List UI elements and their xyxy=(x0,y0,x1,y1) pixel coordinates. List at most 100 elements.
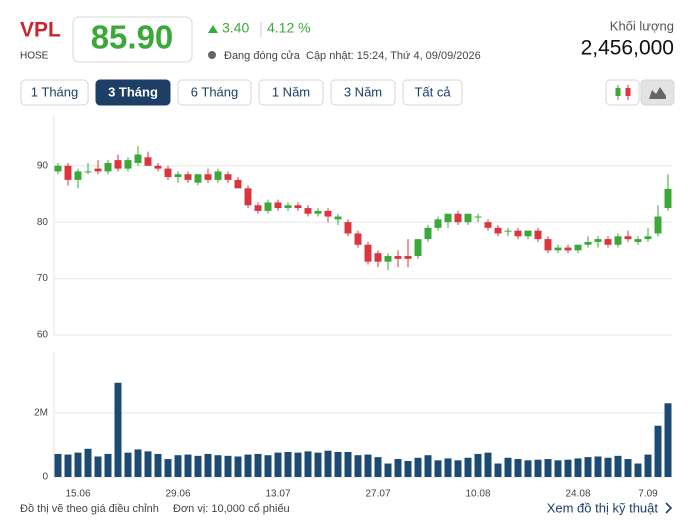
x-tick-label: 13.07 xyxy=(265,489,290,500)
candle-body xyxy=(224,174,232,180)
volume-bar xyxy=(94,456,102,477)
status: Đang đóng cửa xyxy=(224,50,301,62)
volume-bar xyxy=(664,403,672,477)
candle-body xyxy=(54,165,62,172)
volume-bar xyxy=(644,454,652,477)
candle-body xyxy=(184,174,192,180)
volume-bar xyxy=(304,451,312,477)
candle-body xyxy=(664,188,672,209)
plot: 60 70 80 90 0 2M 15.06 29.06 13.07 27.07 10.08 24.0… xyxy=(34,115,672,500)
volume-bar xyxy=(504,457,512,477)
volume-bar xyxy=(344,452,352,477)
candle-body xyxy=(444,213,452,223)
volume-bar xyxy=(594,456,602,477)
volume-bar xyxy=(134,449,142,477)
candle-body xyxy=(144,157,152,166)
candle-body xyxy=(564,247,572,251)
candle-body xyxy=(254,205,262,211)
range-buttons: 1 Tháng 3 Tháng 6 Tháng 1 Năm 3 Năm Tất cả xyxy=(20,79,463,106)
candle-body xyxy=(124,160,132,169)
candle-body xyxy=(244,188,252,206)
range-button[interactable] xyxy=(95,79,171,106)
candle-body xyxy=(454,213,462,223)
volume-bar xyxy=(444,458,452,477)
volume-bar xyxy=(124,452,132,477)
candle-body xyxy=(594,239,602,242)
up-arrow xyxy=(208,25,218,33)
y-tick-label: 60 xyxy=(37,330,49,341)
range-label[interactable]: 6 Tháng xyxy=(191,84,238,99)
x-tick-label: 24.08 xyxy=(565,489,590,500)
volume-bar xyxy=(554,460,562,477)
volume-bar xyxy=(204,453,212,477)
tech-chart-link[interactable]: Xem đồ thị kỹ thuật xyxy=(547,500,659,515)
volume-bar xyxy=(154,453,162,477)
candle-body xyxy=(134,154,142,163)
volume-bar xyxy=(244,454,252,477)
volume-bar xyxy=(274,452,282,477)
volume-bar xyxy=(654,425,662,477)
candle-body xyxy=(194,174,202,183)
range-label[interactable]: 3 Tháng xyxy=(108,84,158,99)
volume-bar xyxy=(194,455,202,477)
candle-body xyxy=(614,236,622,245)
candle-body xyxy=(574,244,582,251)
candle-body xyxy=(544,239,552,251)
range-button[interactable] xyxy=(258,79,324,106)
range-button[interactable] xyxy=(177,79,252,106)
volume-bar xyxy=(604,457,612,477)
range-button[interactable] xyxy=(402,79,463,106)
volume-bar xyxy=(564,459,572,477)
volume-bar xyxy=(334,452,342,477)
volume-bar xyxy=(314,452,322,477)
candle-toggle[interactable] xyxy=(605,79,640,106)
volume-bar xyxy=(394,459,402,477)
volume-label: Khối lượng xyxy=(610,18,674,33)
range-label[interactable]: Tất cả xyxy=(414,84,451,99)
range-label[interactable]: 1 Năm xyxy=(272,84,310,99)
range-label[interactable]: 1 Tháng xyxy=(31,84,78,99)
candle-body xyxy=(584,241,592,245)
candle-body xyxy=(504,230,512,232)
candle-body xyxy=(174,174,182,178)
range-label[interactable]: 3 Năm xyxy=(344,84,382,99)
change-percent: 4.12 % xyxy=(267,20,311,36)
range-button[interactable] xyxy=(20,79,89,106)
candle-body xyxy=(654,216,662,234)
candle-body xyxy=(164,168,172,178)
volume-bar xyxy=(534,459,542,477)
candle-body xyxy=(334,216,342,220)
candle-body xyxy=(304,208,312,214)
volume-bar xyxy=(64,454,72,477)
range-button[interactable] xyxy=(330,79,396,106)
candle-body xyxy=(424,227,432,240)
volume-bar xyxy=(354,455,362,477)
volume-bar xyxy=(574,458,582,477)
volume-bar xyxy=(514,459,522,477)
volume-bar xyxy=(524,460,532,477)
volume-bar xyxy=(74,452,82,477)
candle-body xyxy=(264,202,272,211)
candle-body xyxy=(634,239,642,242)
candle-body xyxy=(274,202,282,209)
candle-body xyxy=(294,205,302,209)
volume-bar xyxy=(104,453,112,477)
volume-bar xyxy=(174,455,182,477)
volume-tick-label: 0 xyxy=(42,472,48,483)
link-arrow[interactable] xyxy=(665,502,673,514)
volume-bar xyxy=(284,452,292,477)
icon xyxy=(615,88,621,96)
candle-body xyxy=(364,244,372,262)
candle-body xyxy=(384,256,392,262)
candle-body xyxy=(434,219,442,228)
volume-bar xyxy=(324,450,332,477)
candle-body xyxy=(554,247,562,251)
candle-body xyxy=(214,171,222,180)
x-tick-label: 27.07 xyxy=(365,489,390,500)
updated: Cập nhật: 15:24, Thứ 4, 09/09/2026 xyxy=(306,50,481,62)
volume-bar xyxy=(414,457,422,477)
volume-bar xyxy=(84,448,92,477)
candle-body xyxy=(624,236,632,240)
volume-bar xyxy=(254,453,262,477)
